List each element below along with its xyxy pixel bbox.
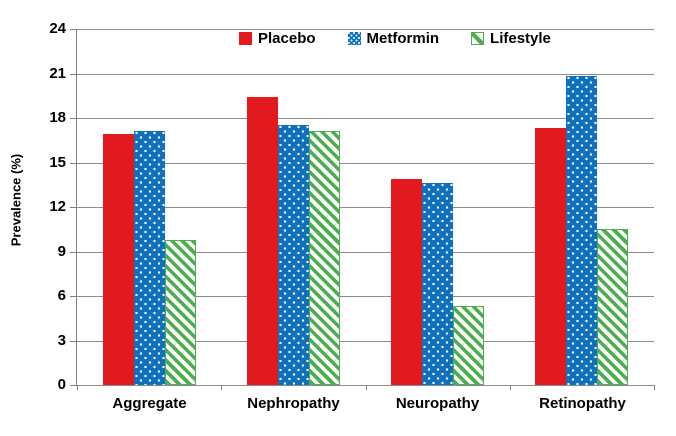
y-tick-label-0: 0 [57, 376, 66, 393]
x-tick-0 [77, 385, 78, 390]
y-tick-9 [70, 251, 77, 253]
bar-metformin-nephropathy [277, 125, 309, 385]
bar-placebo-nephropathy [246, 97, 278, 385]
x-tick-2 [365, 385, 367, 390]
category-label-neuropathy: Neuropathy [395, 395, 480, 412]
bar-placebo-aggregate [102, 134, 134, 385]
gridline-6 [77, 296, 654, 297]
bar-metformin-retinopathy [566, 76, 598, 385]
bar-placebo-neuropathy [391, 178, 423, 385]
y-tick-label-6: 6 [57, 287, 66, 304]
gridline-18 [77, 118, 654, 119]
gridline-12 [77, 207, 654, 208]
gridline-9 [77, 251, 654, 253]
category-label-aggregate: Aggregate [112, 395, 187, 412]
y-tick-18 [70, 118, 77, 119]
y-tick-label-15: 15 [49, 153, 66, 171]
legend-label-metformin: Metformin [366, 30, 440, 47]
bar-lifestyle-nephropathy [308, 131, 340, 385]
y-tick-label-12: 12 [49, 198, 66, 215]
bar-metformin-aggregate [133, 131, 165, 385]
legend: Placebo Metformin Lifestyle [239, 30, 551, 47]
gridline-15 [77, 162, 654, 164]
x-tick-1 [221, 385, 223, 390]
legend-item-metformin: Metformin [347, 30, 440, 47]
legend-swatch-placebo-icon [239, 32, 252, 45]
bar-lifestyle-neuropathy [453, 306, 485, 385]
y-tick-24 [70, 29, 77, 30]
y-axis-title: Prevalence (%) [8, 153, 24, 247]
bar-lifestyle-aggregate [164, 239, 196, 385]
bar-placebo-retinopathy [535, 128, 567, 385]
y-tick-12 [70, 207, 77, 208]
legend-label-lifestyle: Lifestyle [490, 30, 551, 47]
gridline-21 [77, 73, 654, 75]
y-tick-label-21: 21 [49, 64, 66, 82]
plot-area [77, 29, 654, 386]
y-tick-0 [70, 385, 77, 386]
legend-item-lifestyle: Lifestyle [471, 30, 551, 47]
gridline-24 [77, 29, 654, 30]
category-label-retinopathy: Retinopathy [539, 395, 626, 412]
bar-lifestyle-retinopathy [597, 229, 629, 385]
y-tick-label-24: 24 [49, 20, 66, 37]
legend-label-placebo: Placebo [258, 30, 316, 47]
legend-swatch-metformin-icon [347, 32, 361, 45]
x-tick-3 [509, 385, 511, 390]
y-tick-label-9: 9 [57, 242, 66, 260]
gridline-3 [77, 340, 654, 342]
legend-swatch-lifestyle-icon [471, 32, 485, 45]
y-tick-label-3: 3 [57, 331, 66, 349]
y-tick-6 [70, 296, 77, 297]
y-tick-label-18: 18 [49, 109, 66, 126]
category-label-nephropathy: Nephropathy [247, 395, 340, 412]
x-tick-4 [654, 385, 655, 390]
y-tick-3 [70, 340, 77, 342]
bar-metformin-neuropathy [422, 183, 454, 385]
y-tick-15 [70, 162, 77, 164]
y-tick-21 [70, 73, 77, 75]
legend-item-placebo: Placebo [239, 30, 316, 47]
